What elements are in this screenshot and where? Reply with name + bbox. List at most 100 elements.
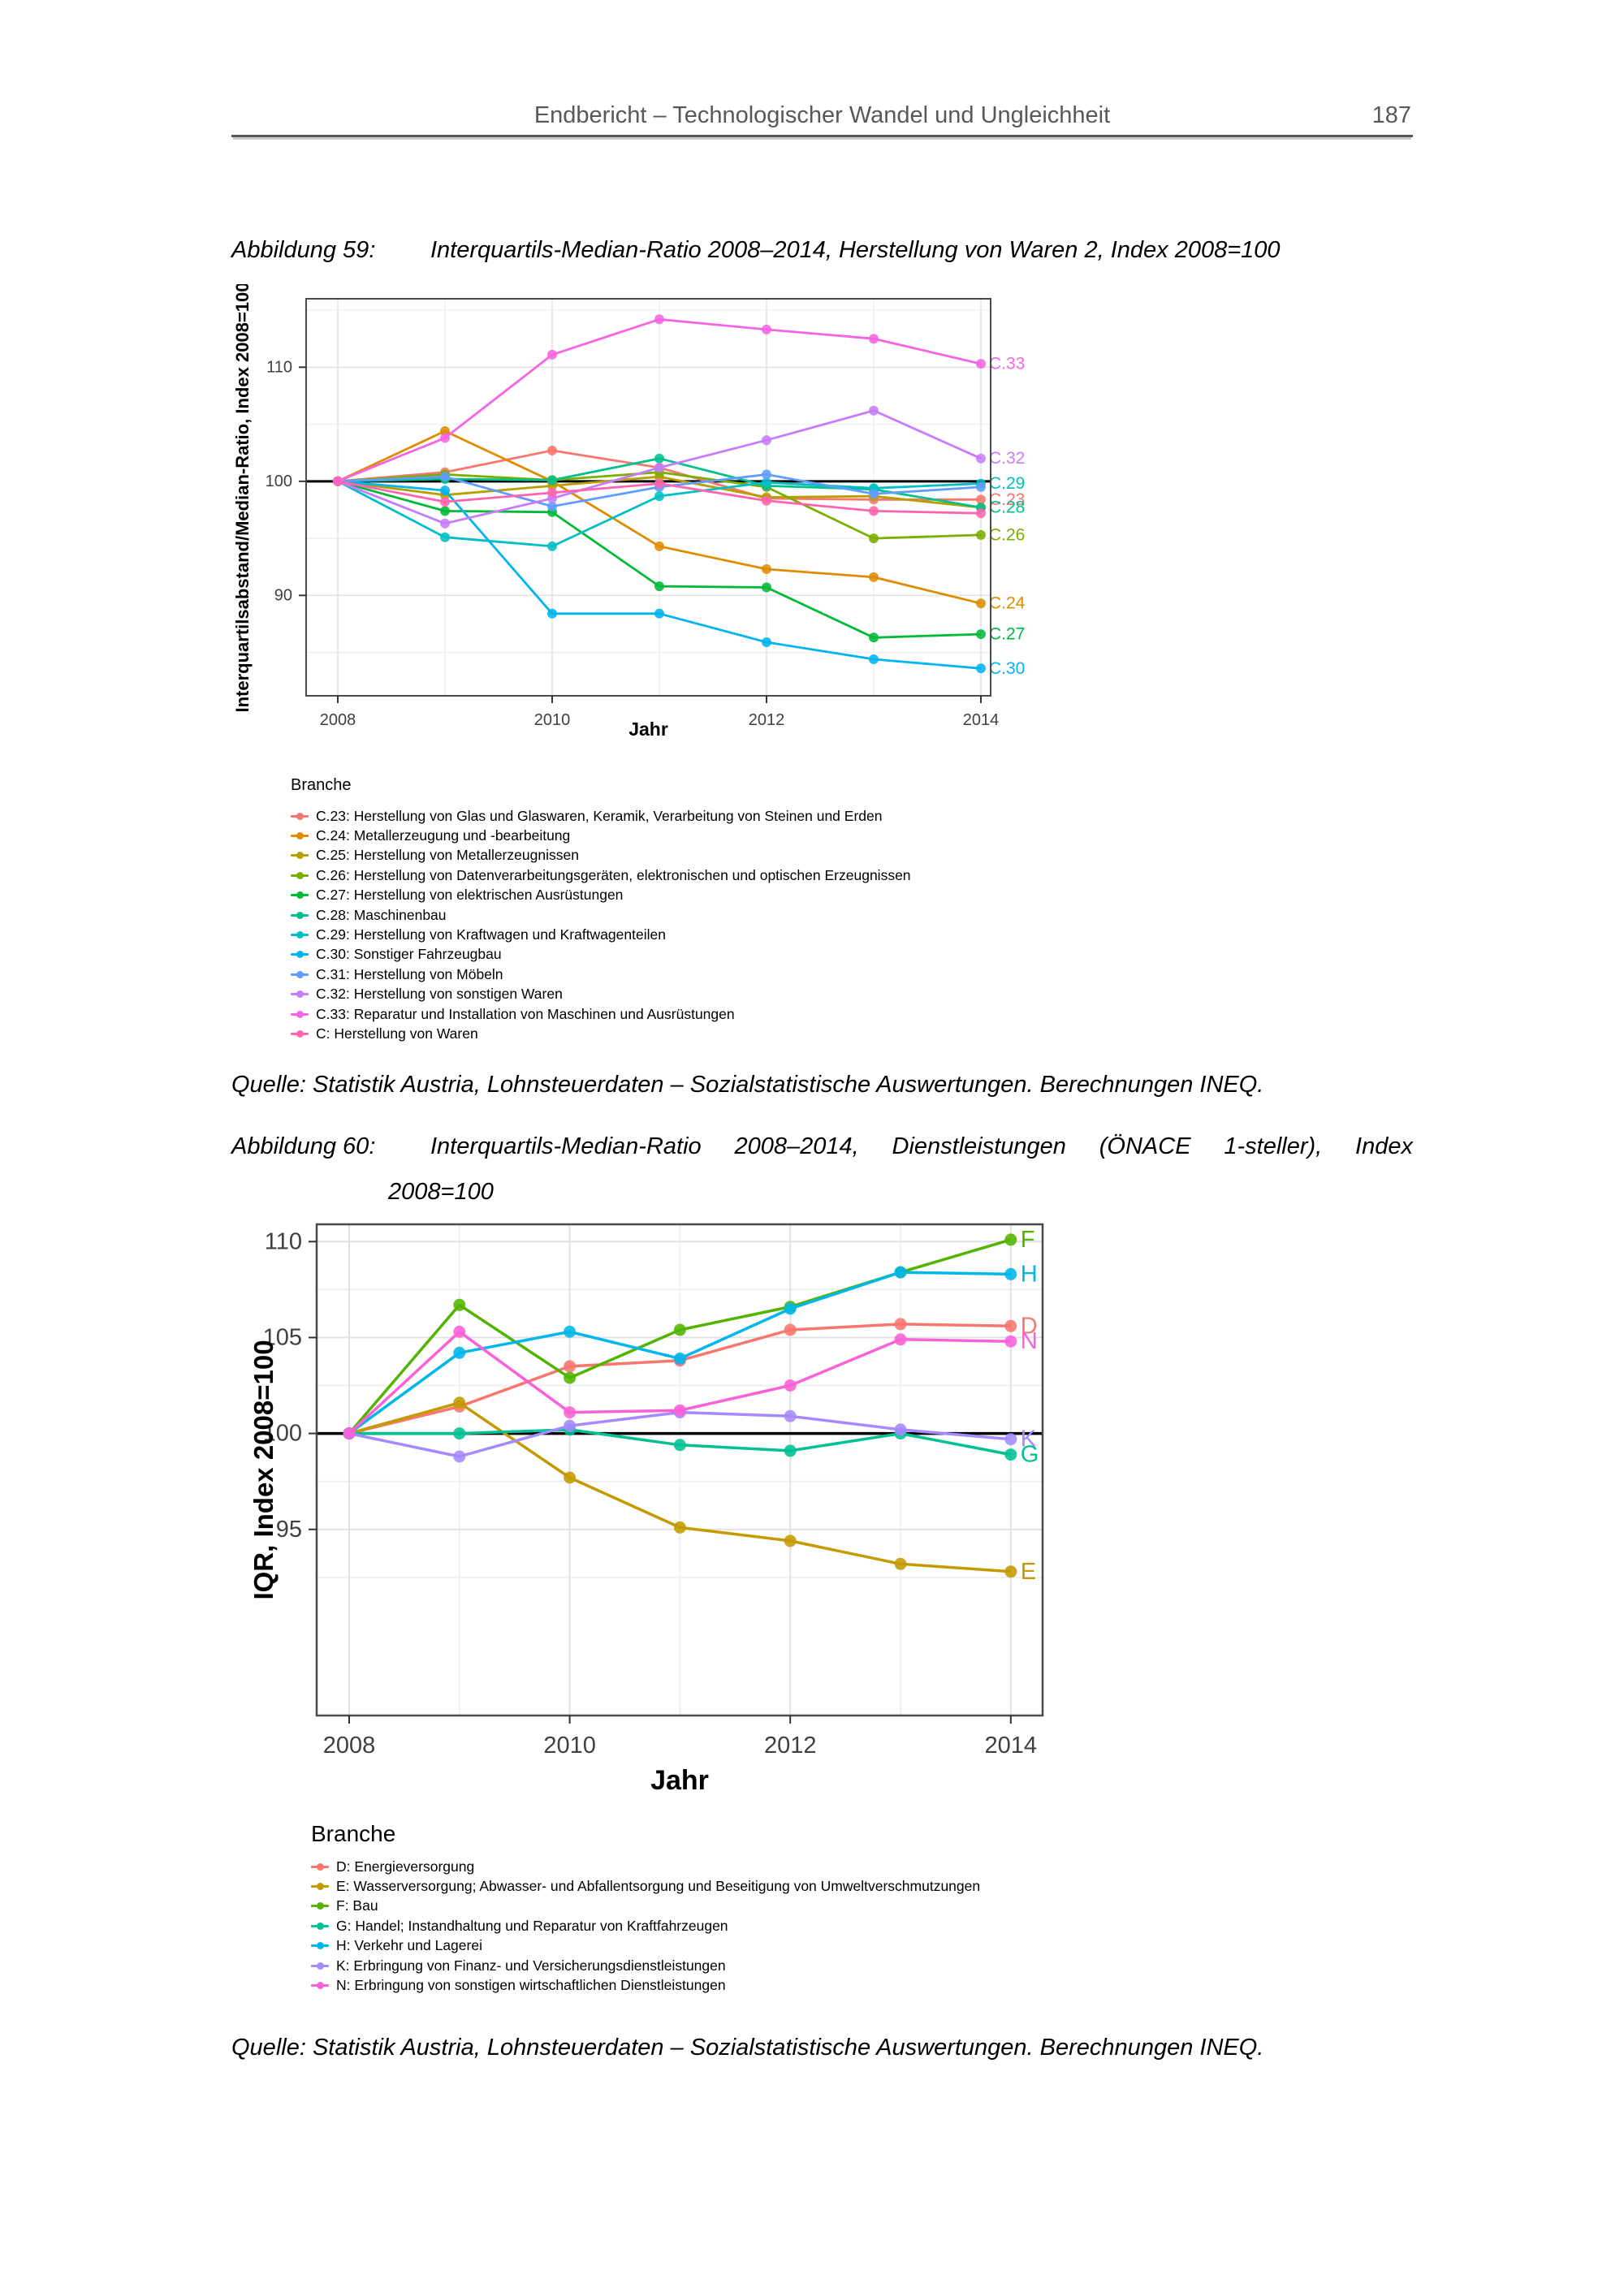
data-point bbox=[762, 495, 771, 506]
series-end-label-N: N bbox=[1021, 1328, 1038, 1354]
data-point bbox=[547, 475, 557, 486]
data-point bbox=[564, 1471, 577, 1484]
series-end-label-C.23: C.23 bbox=[989, 490, 1025, 509]
legend-key-icon bbox=[311, 1860, 329, 1873]
data-point bbox=[869, 632, 879, 643]
data-point bbox=[976, 359, 986, 369]
data-point bbox=[869, 405, 879, 416]
series-end-label-C.33: C.33 bbox=[989, 355, 1025, 373]
data-point bbox=[1004, 1433, 1017, 1446]
legend-key-icon bbox=[291, 809, 309, 822]
data-point bbox=[1004, 1233, 1017, 1246]
legend-item-C.23: C.23: Herstellung von Glas und Glaswaren… bbox=[291, 806, 1371, 826]
legend-key-icon bbox=[311, 1979, 329, 1992]
data-point bbox=[654, 314, 664, 325]
data-point bbox=[976, 508, 986, 519]
data-point bbox=[976, 629, 986, 640]
legend-key-icon bbox=[291, 1008, 309, 1021]
data-point bbox=[976, 598, 986, 609]
series-H bbox=[343, 1266, 1017, 1440]
data-point bbox=[453, 1396, 466, 1409]
chart-fig60-ylabel: IQR, Index 2008=100 bbox=[248, 1340, 279, 1599]
data-point bbox=[869, 489, 879, 499]
y-tick-label-110: 110 bbox=[265, 1228, 302, 1254]
legend-key-icon bbox=[311, 1880, 329, 1893]
data-point bbox=[440, 532, 450, 542]
data-point bbox=[976, 529, 986, 540]
data-point bbox=[654, 581, 664, 592]
x-tick-label-2010: 2010 bbox=[543, 1733, 596, 1759]
figure60-chart: D E F G H K N 95 100 105 110 2008 2010 2012 2014 Jahr IQ… bbox=[248, 1223, 1044, 1796]
data-point bbox=[654, 478, 664, 489]
legend-item-H: H: Verkehr und Lagerei bbox=[311, 1936, 1415, 1956]
legend-item-label: D: Energieversorgung bbox=[336, 1858, 475, 1875]
data-point bbox=[894, 1557, 907, 1570]
series-end-label-D: D bbox=[1021, 1313, 1038, 1339]
data-point bbox=[869, 654, 879, 664]
legend-item-label: C.28: Maschinenbau bbox=[316, 906, 447, 923]
data-point bbox=[762, 469, 771, 480]
data-point bbox=[333, 476, 343, 486]
data-point bbox=[547, 608, 557, 619]
figure60-label: Abbildung 60: bbox=[231, 1133, 376, 1159]
series-end-label-C.32: C.32 bbox=[989, 449, 1025, 468]
legend-item-C.32: C.32: Herstellung von sonstigen Waren bbox=[291, 985, 1371, 1004]
series-C.30 bbox=[333, 476, 986, 674]
data-point bbox=[547, 541, 557, 551]
legend-item-label: C.29: Herstellung von Kraftwagen und Kra… bbox=[316, 926, 666, 943]
figure59-source: Quelle: Statistik Austria, Lohnsteuerdat… bbox=[231, 1072, 1264, 1098]
data-point bbox=[762, 324, 771, 334]
data-point bbox=[654, 463, 664, 473]
data-point bbox=[762, 477, 771, 488]
legend-item-C.27: C.27: Herstellung von elektrischen Ausrü… bbox=[291, 886, 1371, 905]
legend-item-label: H: Verkehr und Lagerei bbox=[336, 1937, 482, 1954]
data-point bbox=[976, 663, 986, 674]
data-point bbox=[784, 1409, 797, 1422]
legend-key-icon bbox=[291, 929, 309, 942]
data-point bbox=[784, 1379, 797, 1392]
legend-item-label: F: Bau bbox=[336, 1897, 378, 1914]
data-point bbox=[673, 1439, 686, 1452]
panel-border bbox=[305, 298, 991, 697]
series-end-label-K: K bbox=[1021, 1426, 1037, 1452]
data-point bbox=[654, 608, 664, 619]
y-tick-label-105: 105 bbox=[263, 1324, 302, 1350]
figure60-title-line1: Interquartils-Median-Ratio 2008–2014, Di… bbox=[430, 1133, 1413, 1159]
data-point bbox=[976, 494, 986, 505]
x-tick-label-2008: 2008 bbox=[320, 711, 356, 729]
legend-item-C.33: C.33: Reparatur und Installation von Mas… bbox=[291, 1004, 1371, 1024]
legend-item-C.24: C.24: Metallerzeugung und -bearbeitung bbox=[291, 826, 1371, 845]
chart-fig59-ylabel: Interquartilsabstand/Median-Ratio, Index… bbox=[232, 284, 253, 713]
data-point bbox=[894, 1423, 907, 1436]
data-point bbox=[1004, 1267, 1017, 1280]
data-point bbox=[440, 426, 450, 436]
legend-item-label: N: Erbringung von sonstigen wirtschaftli… bbox=[336, 1977, 726, 1994]
data-point bbox=[673, 1352, 686, 1365]
legend-item-label: C.27: Herstellung von elektrischen Ausrü… bbox=[316, 887, 624, 904]
data-point bbox=[440, 486, 450, 496]
series-end-label-C.26: C.26 bbox=[989, 525, 1025, 544]
legend-item-E: E: Wasserversorgung; Abwasser- und Abfal… bbox=[311, 1876, 1415, 1896]
x-tick-label-2010: 2010 bbox=[534, 711, 571, 729]
legend-item-label: C.32: Herstellung von sonstigen Waren bbox=[316, 986, 563, 1003]
legend-item-C: C: Herstellung von Waren bbox=[291, 1024, 1371, 1043]
figure60-source: Quelle: Statistik Austria, Lohnsteuerdat… bbox=[231, 2035, 1264, 2061]
figure59-legend-items: C.23: Herstellung von Glas und Glaswaren… bbox=[291, 806, 1371, 1044]
data-point bbox=[762, 582, 771, 593]
data-point bbox=[869, 334, 879, 344]
legend-key-icon bbox=[291, 988, 309, 1001]
legend-key-icon bbox=[291, 849, 309, 862]
legend-key-icon bbox=[291, 968, 309, 981]
data-point bbox=[784, 1302, 797, 1315]
figure59-caption: Abbildung 59: Interquartils-Median-Ratio… bbox=[231, 237, 1413, 264]
series-end-label-G: G bbox=[1021, 1442, 1039, 1468]
legend-key-icon bbox=[291, 1027, 309, 1040]
legend-item-K: K: Erbringung von Finanz- und Versicheru… bbox=[311, 1956, 1415, 1975]
data-point bbox=[894, 1318, 907, 1331]
legend-item-D: D: Energieversorgung bbox=[311, 1857, 1415, 1876]
chart-fig59-xlabel: Jahr bbox=[628, 719, 668, 740]
data-point bbox=[440, 497, 450, 507]
legend-item-label: C.33: Reparatur und Installation von Mas… bbox=[316, 1005, 735, 1022]
page-number: 187 bbox=[1371, 102, 1411, 128]
data-point bbox=[673, 1521, 686, 1534]
